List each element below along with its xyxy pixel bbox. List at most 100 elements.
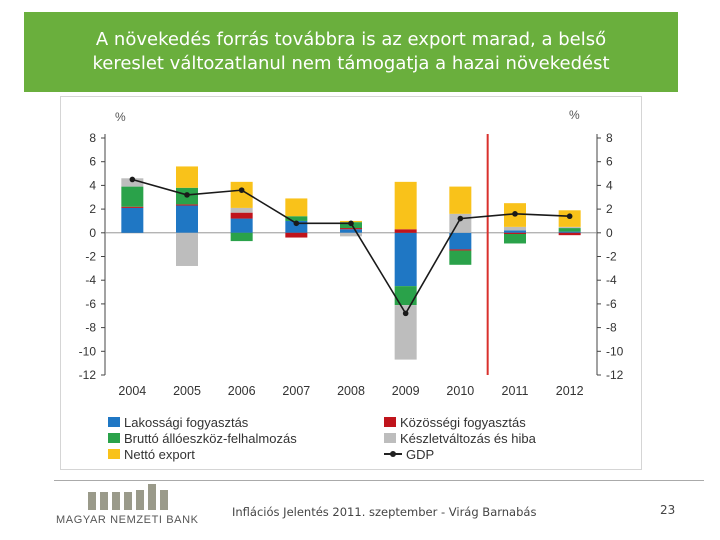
gdp-point-2004 (129, 176, 136, 183)
legend-item-netto: Nettó export (108, 446, 195, 462)
y-tick-label-right: 4 (606, 178, 613, 192)
footer-divider (54, 480, 704, 481)
legend-item-keszlet: Készletváltozás és hiba (384, 430, 536, 446)
legend-label-keszlet: Készletváltozás és hiba (400, 430, 536, 446)
bar-2005-series-3 (176, 232, 198, 266)
legend-item-kozossegi: Közösségi fogyasztás (384, 414, 526, 430)
y-tick-label-right: 8 (606, 131, 613, 145)
bar-2008-series-0 (340, 229, 362, 233)
bar-2004-series-2 (121, 186, 144, 207)
gdp-point-2010 (457, 215, 464, 222)
bar-2005-series-4 (176, 166, 198, 188)
gdp-point-2008 (348, 220, 354, 227)
bar-2012-series-2 (558, 228, 581, 232)
y-axis-unit-right: % (569, 108, 580, 122)
x-tick-label-2006: 2006 (228, 384, 256, 398)
y-axis-unit-left: % (115, 110, 126, 124)
bar-2011-series-3 (504, 226, 526, 231)
bar-2007-series-1 (285, 232, 308, 238)
chart-frame: 8 8 6 6 4 4 2 2 0 0 -2 -2 -4 -4 -6 -6 -8 -8 -10 -10 -12 -12%%… (60, 96, 642, 470)
x-tick-label-2011: 2011 (502, 384, 529, 398)
bar-2005-series-0 (176, 205, 198, 233)
bar-2011-series-1 (504, 232, 526, 234)
legend-label-gdp: GDP (406, 446, 435, 462)
y-tick-label-right: -8 (606, 321, 617, 335)
bar-2007-series-2 (285, 216, 308, 221)
y-tick-label-right: -12 (606, 368, 624, 382)
bar-2009-series-1 (394, 229, 417, 233)
legend-label-brutto: Bruttó állóeszköz-felhalmozás (124, 430, 297, 446)
bar-2010-series-1 (449, 249, 472, 251)
y-tick-label-right: -4 (606, 273, 617, 287)
bar-2011-series-0 (504, 230, 526, 233)
mnb-logo: MAGYAR NEMZETI BANK (56, 484, 206, 532)
bar-2012-series-0 (558, 231, 581, 233)
y-tick-label-right: -2 (606, 250, 617, 264)
bar-2009-series-3 (394, 305, 417, 360)
x-tick-label-2008: 2008 (337, 384, 365, 398)
y-tick-label-right: -6 (606, 297, 617, 311)
legend-swatch-kozossegi (384, 417, 396, 427)
bar-2006-series-0 (230, 218, 253, 233)
legend-swatch-lakossagi (108, 417, 120, 427)
legend-item-brutto: Bruttó állóeszköz-felhalmozás (108, 430, 297, 446)
legend-label-kozossegi: Közösségi fogyasztás (400, 414, 526, 430)
bar-2009-series-0 (394, 232, 417, 287)
legend-swatch-keszlet (384, 433, 396, 443)
bar-2004-series-0 (121, 207, 144, 233)
page-number: 23 (660, 503, 676, 517)
y-tick-label-right: -10 (606, 344, 624, 358)
bar-2010-series-4 (449, 186, 472, 214)
y-tick-label-left: -2 (85, 250, 96, 264)
bar-2009-series-4 (394, 181, 417, 230)
y-tick-label-right: 6 (606, 155, 613, 169)
y-tick-label-left: -6 (85, 297, 96, 311)
x-tick-label-2010: 2010 (446, 384, 474, 398)
y-tick-label-left: 4 (89, 178, 96, 192)
bar-2007-series-4 (285, 198, 308, 217)
bar-2008-series-3 (340, 232, 362, 237)
y-tick-label-left: 0 (89, 226, 96, 240)
y-tick-label-right: 0 (606, 226, 613, 240)
y-tick-label-left: -10 (79, 344, 97, 358)
bar-2012-series-1 (558, 232, 581, 236)
bar-2006-series-1 (230, 212, 253, 219)
x-tick-label-2004: 2004 (118, 384, 146, 398)
chart-legend: Lakossági fogyasztás Bruttó állóeszköz-f… (108, 414, 568, 464)
legend-swatch-netto (108, 449, 120, 459)
y-tick-label-left: -8 (85, 321, 96, 335)
y-tick-label-left: 8 (89, 131, 96, 145)
logo-bars-icon (88, 484, 188, 510)
bar-2011-series-2 (504, 233, 526, 244)
bar-2010-series-2 (449, 250, 472, 265)
bar-2006-series-4 (230, 181, 253, 208)
gdp-point-2006 (238, 187, 245, 193)
legend-label-netto: Nettó export (124, 446, 195, 462)
legend-line-gdp (384, 449, 402, 459)
x-tick-label-2005: 2005 (173, 384, 201, 398)
x-tick-label-2007: 2007 (282, 384, 310, 398)
gdp-point-2011 (512, 211, 518, 217)
x-tick-label-2009: 2009 (392, 384, 420, 398)
chart: 8 8 6 6 4 4 2 2 0 0 -2 -2 -4 -4 -6 -6 -8 -8 -10 -10 -12 -12%%… (79, 108, 624, 398)
bar-2012-series-3 (558, 226, 581, 229)
bar-2004-series-3 (121, 178, 144, 187)
bar-2008-series-1 (340, 228, 362, 230)
gdp-point-2009 (402, 310, 409, 317)
y-tick-label-left: -12 (79, 368, 97, 382)
bar-2006-series-2 (230, 232, 253, 242)
y-tick-label-right: 2 (606, 202, 613, 216)
bar-2010-series-0 (449, 232, 472, 250)
bar-2007-series-0 (285, 220, 308, 233)
legend-item-gdp: GDP (384, 446, 434, 462)
bar-2004-series-1 (121, 206, 144, 208)
legend-swatch-brutto (108, 433, 120, 443)
legend-item-lakossagi: Lakossági fogyasztás (108, 414, 248, 430)
bar-2009-series-2 (394, 286, 417, 306)
logo-text: MAGYAR NEMZETI BANK (56, 514, 199, 526)
x-tick-label-2012: 2012 (556, 384, 584, 398)
legend-label-lakossagi: Lakossági fogyasztás (124, 414, 249, 430)
bar-2005-series-1 (176, 204, 198, 206)
y-tick-label-left: 6 (89, 155, 96, 169)
y-tick-label-left: 2 (89, 202, 96, 216)
